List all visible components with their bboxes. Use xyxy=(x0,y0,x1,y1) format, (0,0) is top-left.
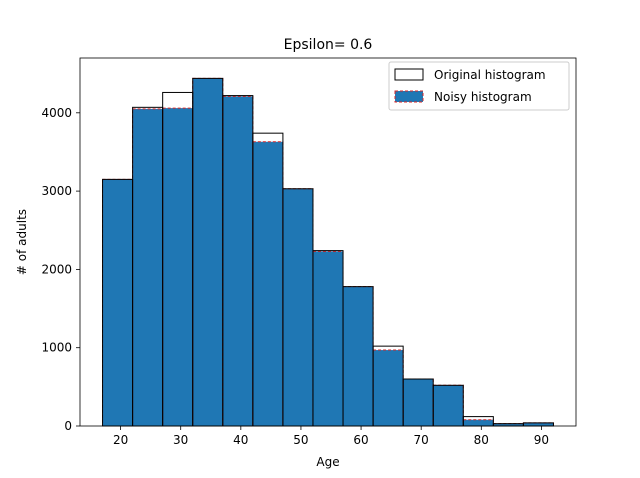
y-tick-label: 0 xyxy=(64,419,72,433)
y-axis-ticks: 0 1000 2000 3000 4000 xyxy=(41,106,80,433)
noisy-bar xyxy=(252,141,284,427)
x-tick-label: 20 xyxy=(113,433,128,447)
noisy-bar xyxy=(402,378,434,427)
x-tick-label: 30 xyxy=(173,433,188,447)
noisy-bar xyxy=(192,77,224,427)
chart-title: Epsilon= 0.6 xyxy=(284,37,373,53)
x-tick-label: 60 xyxy=(353,433,368,447)
noisy-bar xyxy=(222,95,254,427)
x-axis-ticks: 20 30 40 50 60 70 80 90 xyxy=(113,426,549,447)
y-tick-label: 3000 xyxy=(41,184,72,198)
legend: Original histogram Noisy histogram xyxy=(388,61,570,111)
legend-swatch-original xyxy=(394,68,424,81)
x-tick-label: 70 xyxy=(414,433,429,447)
noisy-bar xyxy=(432,384,464,427)
y-tick-label: 1000 xyxy=(41,341,72,355)
noisy-bar xyxy=(102,178,134,427)
noisy-bar xyxy=(372,349,404,427)
x-tick-label: 80 xyxy=(474,433,489,447)
noisy-bar xyxy=(342,286,374,427)
x-tick-label: 50 xyxy=(293,433,308,447)
legend-label-original: Original histogram xyxy=(434,68,546,82)
x-tick-label: 90 xyxy=(534,433,549,447)
noisy-histogram-bars xyxy=(102,77,554,427)
y-tick-label: 4000 xyxy=(41,106,72,120)
noisy-bar xyxy=(282,188,314,427)
y-tick-label: 2000 xyxy=(41,262,72,276)
noisy-bar xyxy=(462,419,494,427)
axes-frame xyxy=(79,57,577,427)
noisy-bar xyxy=(162,107,194,427)
x-axis-label: Age xyxy=(316,455,339,469)
y-axis-label: # of adults xyxy=(15,209,29,275)
x-tick-label: 40 xyxy=(233,433,248,447)
legend-swatch-noisy xyxy=(394,90,424,103)
legend-box xyxy=(388,61,570,111)
noisy-bar xyxy=(132,108,164,427)
noisy-bar xyxy=(312,250,344,427)
legend-label-noisy: Noisy histogram xyxy=(434,90,532,104)
